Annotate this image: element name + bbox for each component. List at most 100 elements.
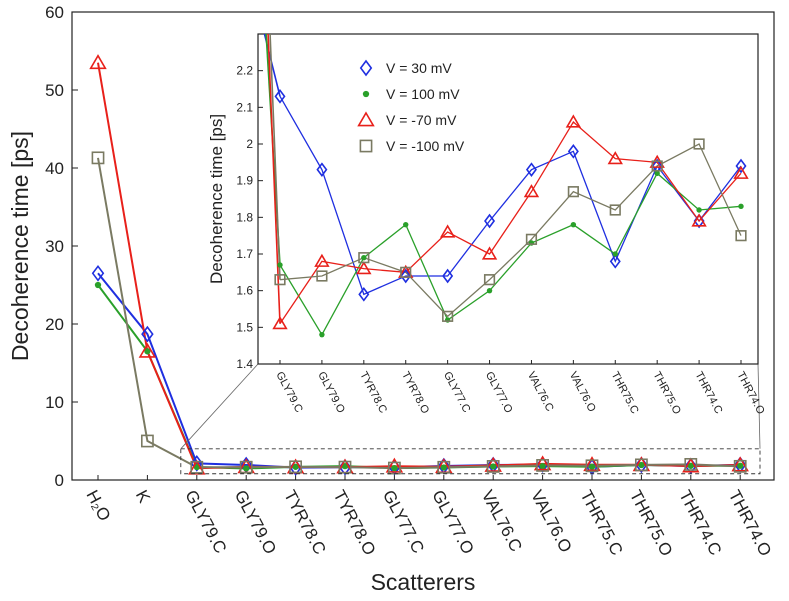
inset-point-v-30-mv-gly79-c xyxy=(274,89,286,104)
y-tick-label-40: 40 xyxy=(45,159,64,178)
legend-label-v-100-mv: V = 100 mV xyxy=(386,86,460,102)
y-tick-label-10: 10 xyxy=(45,393,64,412)
y-axis-label: Decoherence time [ps] xyxy=(7,131,33,361)
main-point-v-100-mv-thr75-c xyxy=(588,463,596,470)
main-point-v-100-mv-tyr78-o xyxy=(338,460,352,474)
inset-point-v-30-mv-tyr78-o xyxy=(400,268,412,284)
inset-point-v-100-mv-val76-o xyxy=(570,221,577,228)
main-point-v-100-mv-gly77-o xyxy=(437,460,451,474)
main-point-v-100-mv-tyr78-o xyxy=(341,462,349,470)
inset-point-v-100-mv-tyr78-c xyxy=(361,254,367,261)
inset-y-tick-label-2: 2 xyxy=(246,137,253,151)
inset-point-v-100-mv-gly77-o xyxy=(486,287,493,294)
main-point-v-100-mv-val76-c xyxy=(486,460,500,473)
x-tick-label-tyr78-o: TYR78.O xyxy=(329,487,379,558)
inset-point-v-30-mv-thr75-c xyxy=(609,253,621,269)
inset-line-v-100-mv xyxy=(279,143,742,318)
inset-x-tick-label-gly77-o: GLY77.O xyxy=(483,370,515,416)
main-point-v-100-mv-thr74-o xyxy=(737,462,744,469)
legend-label-v-30-mv: V = 30 mV xyxy=(386,60,452,76)
inset-point-v-30-mv-thr74-o xyxy=(735,158,747,174)
main-point-v-70-mv-val76-c xyxy=(484,456,502,472)
inset-y-tick-label-1-7: 1.7 xyxy=(236,247,253,261)
inset-point-v-100-mv-gly77-o xyxy=(483,274,496,286)
inset-point-v-70-mv-thr75-c xyxy=(607,151,623,165)
inset-y-tick-label-1-5: 1.5 xyxy=(236,320,253,334)
inset-x-tick-label-thr74-c: THR74.C xyxy=(692,370,724,416)
inset-y-tick-label-1-9: 1.9 xyxy=(236,174,253,188)
x-tick-label-thr74-o: THR74.O xyxy=(725,487,775,559)
zoom-connector-right xyxy=(757,363,761,449)
inset-point-v-70-mv-thr74-o xyxy=(733,165,749,179)
inset-point-v-100-mv-gly79-c xyxy=(274,274,286,286)
inset-point-v-100-mv-tyr78-o xyxy=(400,266,412,278)
main-point-v-100-mv-gly79-o xyxy=(243,465,250,472)
y-tick-label-20: 20 xyxy=(45,315,64,334)
inset-x-tick-label-gly79-o: GLY79.O xyxy=(315,370,347,416)
y-tick-label-30: 30 xyxy=(45,237,64,256)
zoom-connector-left xyxy=(180,363,259,450)
inset-point-v-100-mv-thr75-o xyxy=(651,160,663,172)
inset-point-v-70-mv-val76-o xyxy=(565,114,582,128)
y-tick-label-50: 50 xyxy=(45,81,64,100)
main-point-v-100-mv-h-o xyxy=(94,281,102,289)
x-tick-label-gly79-o: GLY79.O xyxy=(231,487,280,557)
main-point-v-100-mv-gly79-c xyxy=(190,460,204,474)
y-tick-label-0: 0 xyxy=(55,471,64,490)
inset-point-v-30-mv-val76-c xyxy=(525,162,537,178)
main-point-v-100-mv-tyr78-c xyxy=(289,460,302,474)
x-tick-label-h-o: H₂O xyxy=(82,487,114,524)
inset-y-axis-label: Decoherence time [ps] xyxy=(207,114,226,284)
main-point-v-100-mv-gly77-c xyxy=(391,464,398,472)
inset-point-v-100-mv-gly77-c xyxy=(442,310,454,322)
main-point-v-70-mv-k xyxy=(138,342,157,358)
main-point-v-100-mv-k xyxy=(144,348,151,355)
x-tick-label-gly77-c: GLY77.C xyxy=(379,487,428,557)
inset-point-v-100-mv-gly79-c xyxy=(277,262,283,268)
inset-plot: 1.4 1.5 1.6 1.7 1.8 1.9 2 2.1 2.2 GLY79.C GLY79.O T… xyxy=(207,33,767,417)
x-axis-label: Scatterers xyxy=(371,569,476,595)
inset-y-tick-label-1-6: 1.6 xyxy=(236,284,253,298)
main-point-v-100-mv-k xyxy=(141,434,154,448)
inset-x-tick-label-gly77-c: GLY77.C xyxy=(441,370,472,415)
inset-point-v-70-mv-gly79-o xyxy=(314,253,330,267)
zoom-region-connectors xyxy=(180,363,761,475)
main-point-v-100-mv-thr74-c xyxy=(687,462,694,469)
main-point-v-100-mv-gly79-o xyxy=(239,460,253,474)
inset-point-v-100-mv-thr74-o xyxy=(735,230,747,242)
inset-x-tick-label-val76-c: VAL76.C xyxy=(525,370,556,414)
inset-point-v-100-mv-gly79-o xyxy=(316,270,328,282)
inset-y-tick-label-1-8: 1.8 xyxy=(236,210,253,224)
legend-label-v-100-mv: V = -100 mV xyxy=(386,138,465,154)
inset-y-tick-label-1-4: 1.4 xyxy=(236,357,253,371)
main-point-v-70-mv-val76-o xyxy=(533,455,552,471)
inset-point-v-100-mv-tyr78-c xyxy=(358,252,370,264)
main-point-v-70-mv-thr75-c xyxy=(583,456,601,472)
x-tick-label-thr75-c: THR75.C xyxy=(576,487,626,558)
inset-point-v-30-mv-gly77-o xyxy=(484,213,496,229)
main-point-v-100-mv-thr74-o xyxy=(733,459,747,473)
inset-point-v-70-mv-gly79-c xyxy=(272,316,288,330)
main-point-v-70-mv-gly77-c xyxy=(385,457,404,473)
inset-x-tick-label-gly79-c: GLY79.C xyxy=(273,370,304,415)
inset-line-v-100-mv xyxy=(279,172,742,336)
main-point-v-100-mv-gly77-o xyxy=(440,464,447,471)
main-point-v-70-mv-thr74-o xyxy=(731,456,749,472)
legend-marker-v-100-mv xyxy=(362,90,370,98)
main-point-v-100-mv-thr74-c xyxy=(684,457,698,471)
inset-point-v-100-mv-val76-c xyxy=(525,233,538,245)
main-point-v-100-mv-h-o xyxy=(91,151,105,165)
inset-point-v-70-mv-val76-c xyxy=(523,184,540,198)
inset-point-v-100-mv-val76-o xyxy=(567,186,579,198)
inset-point-v-70-mv-gly77-o xyxy=(481,246,498,260)
main-point-v-70-mv-gly79-c xyxy=(188,459,206,475)
y-tick-label-60: 60 xyxy=(45,3,64,22)
inset-point-v-30-mv-val76-o xyxy=(567,143,579,159)
inset-point-v-70-mv-tyr78-c xyxy=(356,261,372,275)
main-point-v-70-mv-h-o xyxy=(89,54,107,70)
inset-x-tick-label-tyr78-o: TYR78.O xyxy=(399,370,431,417)
x-tick-label-gly79-c: GLY79.C xyxy=(181,487,230,557)
inset-x-tick-label-thr75-o: THR75.O xyxy=(651,370,684,417)
inset-x-tick-label-thr74-o: THR74.O xyxy=(734,370,767,417)
